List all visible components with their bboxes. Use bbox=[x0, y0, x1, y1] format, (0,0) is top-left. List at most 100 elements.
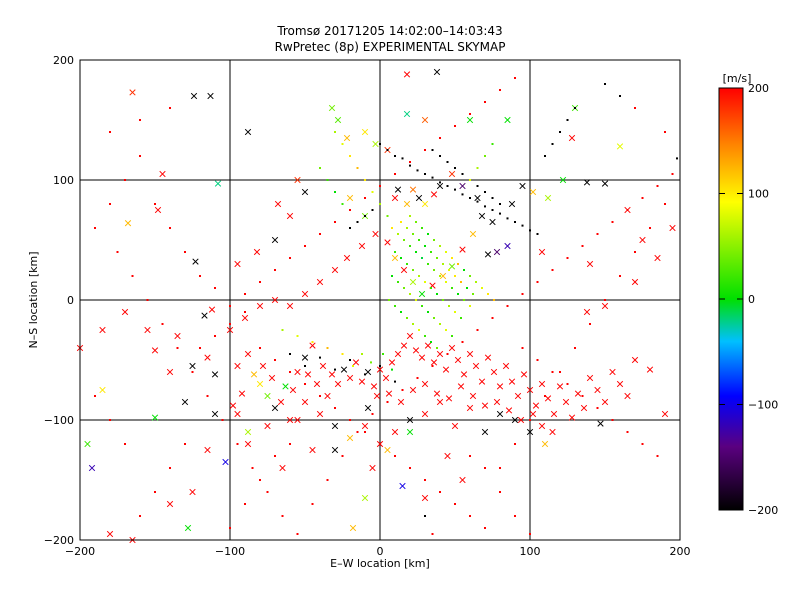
cross-marker bbox=[466, 350, 474, 358]
colorbar-tick-label: −200 bbox=[748, 504, 778, 517]
dot-marker bbox=[400, 257, 402, 259]
dot-marker bbox=[154, 203, 156, 205]
dot-marker bbox=[349, 419, 351, 421]
cross-marker bbox=[358, 378, 366, 385]
dot-marker bbox=[139, 515, 141, 517]
dot-marker bbox=[521, 347, 524, 349]
dot-marker bbox=[461, 173, 464, 175]
cross-marker bbox=[508, 378, 516, 385]
dot-marker bbox=[206, 395, 209, 397]
cross-marker bbox=[421, 380, 429, 388]
cross-marker bbox=[544, 194, 552, 202]
dot-marker bbox=[424, 335, 426, 337]
cross-marker bbox=[189, 362, 196, 370]
cross-marker bbox=[639, 236, 646, 244]
cross-marker bbox=[594, 386, 601, 394]
cross-marker bbox=[568, 134, 576, 142]
dot-marker bbox=[551, 143, 554, 145]
cross-marker bbox=[550, 410, 558, 418]
axis-ticks: −200 −100 0 100 200 −200 −100 0 100 200 bbox=[44, 54, 691, 558]
cross-marker bbox=[493, 248, 501, 256]
cross-marker bbox=[481, 428, 489, 436]
cross-marker bbox=[204, 354, 211, 361]
dot-marker bbox=[394, 305, 396, 307]
cross-marker bbox=[451, 422, 459, 430]
dot-marker bbox=[169, 227, 171, 229]
cross-marker bbox=[661, 410, 669, 418]
cross-marker bbox=[430, 359, 438, 366]
cross-marker bbox=[412, 347, 420, 354]
dot-marker bbox=[589, 323, 591, 325]
cross-marker bbox=[436, 350, 444, 358]
dot-marker bbox=[445, 251, 447, 253]
dot-marker bbox=[506, 305, 509, 307]
cross-marker bbox=[504, 116, 511, 124]
cross-marker bbox=[84, 440, 91, 448]
dot-marker bbox=[296, 533, 299, 535]
dot-marker bbox=[664, 203, 666, 205]
cross-marker bbox=[394, 350, 402, 358]
cross-marker bbox=[222, 458, 229, 466]
dot-marker bbox=[319, 167, 321, 169]
cross-marker bbox=[244, 350, 252, 358]
dot-marker bbox=[439, 137, 441, 139]
cross-marker bbox=[493, 398, 501, 406]
dot-marker bbox=[259, 479, 261, 481]
cross-marker bbox=[256, 302, 264, 310]
cross-marker bbox=[277, 398, 285, 406]
dot-marker bbox=[394, 251, 396, 253]
dot-marker bbox=[184, 251, 186, 253]
dot-marker bbox=[388, 299, 390, 301]
cross-marker bbox=[244, 428, 252, 436]
dot-marker bbox=[274, 269, 276, 271]
dot-marker bbox=[484, 527, 486, 529]
dot-marker bbox=[418, 329, 420, 331]
cross-marker bbox=[313, 380, 321, 388]
dot-marker bbox=[281, 329, 284, 331]
dot-marker bbox=[289, 371, 291, 373]
dot-marker bbox=[311, 503, 314, 505]
dot-marker bbox=[457, 263, 459, 265]
cross-marker bbox=[294, 176, 301, 184]
dot-marker bbox=[544, 155, 546, 157]
dot-marker bbox=[281, 515, 284, 517]
cross-marker bbox=[349, 524, 357, 532]
cross-marker bbox=[433, 68, 441, 76]
dot-marker bbox=[529, 533, 531, 535]
cross-marker bbox=[400, 342, 408, 349]
cross-marker bbox=[549, 428, 556, 436]
dot-marker bbox=[484, 101, 486, 103]
cross-marker bbox=[229, 402, 237, 409]
dot-marker bbox=[296, 335, 299, 337]
cross-marker bbox=[601, 302, 609, 310]
cross-marker bbox=[403, 110, 411, 118]
dot-marker bbox=[463, 299, 465, 301]
dot-marker bbox=[400, 311, 402, 313]
cross-marker bbox=[489, 218, 496, 226]
dot-marker bbox=[446, 161, 449, 163]
dot-marker bbox=[431, 365, 434, 367]
dot-marker bbox=[229, 323, 231, 325]
dot-marker bbox=[566, 119, 569, 121]
dot-marker bbox=[409, 215, 411, 217]
cross-marker bbox=[583, 308, 591, 316]
cross-marker bbox=[241, 314, 249, 322]
cross-marker bbox=[181, 398, 189, 406]
cross-marker bbox=[409, 186, 417, 193]
cross-marker bbox=[211, 371, 219, 378]
cross-marker bbox=[459, 476, 466, 484]
dot-marker bbox=[476, 329, 479, 331]
cross-marker bbox=[517, 416, 525, 424]
y-tick-label: 200 bbox=[53, 54, 74, 67]
cross-marker bbox=[99, 386, 106, 394]
dot-marker bbox=[412, 269, 414, 271]
dot-marker bbox=[626, 431, 629, 433]
dot-marker bbox=[361, 353, 363, 355]
y-tick-label: 100 bbox=[53, 174, 74, 187]
cross-marker bbox=[403, 71, 411, 78]
dot-marker bbox=[406, 263, 408, 265]
dot-marker bbox=[439, 491, 441, 493]
cross-marker bbox=[271, 236, 279, 244]
dot-marker bbox=[451, 335, 453, 337]
